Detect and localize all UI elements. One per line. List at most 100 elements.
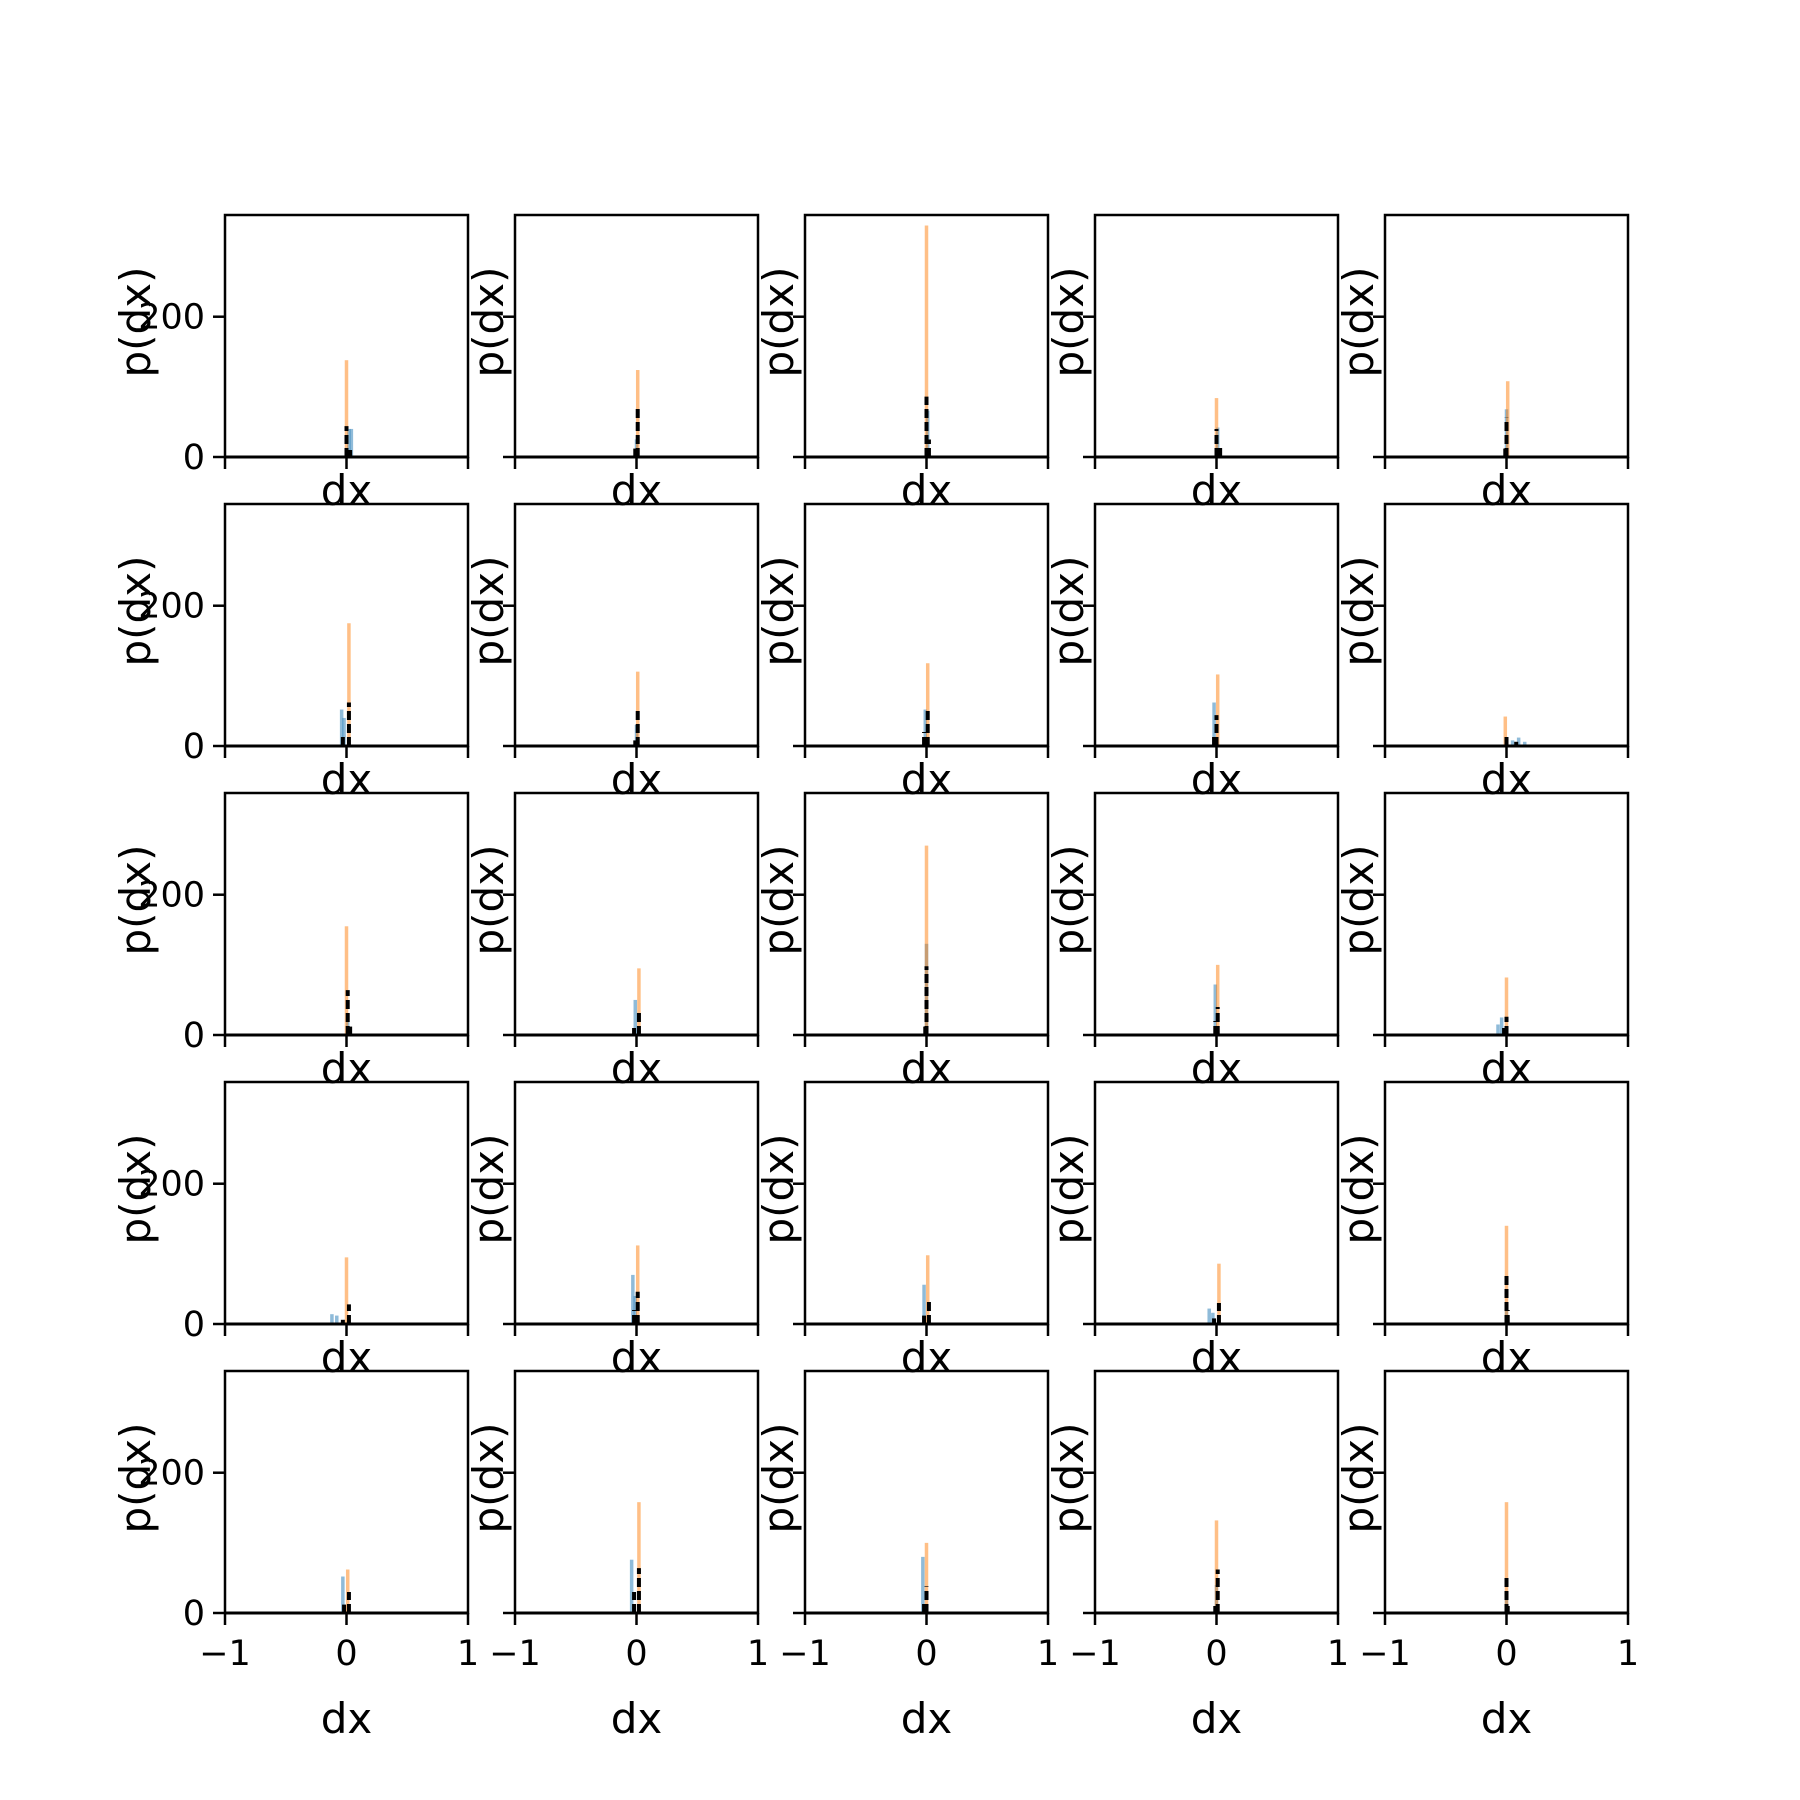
x-axis-label: dx [611, 755, 663, 804]
y-axis-label: p(dx) [1334, 1423, 1383, 1534]
y-axis-label: p(dx) [464, 845, 513, 956]
subplot-2-1: 0 200 dx p(dx) [111, 502, 470, 804]
blue-bar-1 [629, 1559, 634, 1613]
orange-bar-1 [344, 1257, 349, 1324]
blue-bar-2 [1499, 1017, 1504, 1035]
blue-bar-3 [1522, 741, 1527, 746]
subplot-4-2: dx p(dx) [464, 1080, 760, 1382]
x-tick-label: 0 [625, 1634, 647, 1674]
y-axis-label: p(dx) [1044, 1423, 1093, 1534]
x-axis-label: dx [611, 1694, 663, 1743]
orange-bar-1 [1505, 381, 1510, 457]
subplot-5-4: −1 0 1 dx p(dx) [1044, 1369, 1349, 1743]
y-tick-label: 200 [138, 587, 205, 627]
blue-bar-1 [1212, 702, 1216, 746]
x-axis-label: dx [321, 1333, 373, 1382]
subplot-4-3: dx p(dx) [754, 1080, 1050, 1382]
y-axis-label: p(dx) [1334, 267, 1383, 378]
orange-bar-1 [1217, 1263, 1221, 1324]
blue-bar-1 [339, 709, 344, 746]
y-axis-label: p(dx) [464, 1134, 513, 1245]
x-axis-label: dx [901, 1044, 953, 1093]
y-tick-label: 200 [138, 1454, 205, 1494]
x-tick-label: 1 [1327, 1634, 1349, 1674]
subplot-4-4: dx p(dx) [1044, 1080, 1340, 1382]
x-tick-label: −1 [199, 1634, 251, 1674]
subplot-1-2: dx p(dx) [464, 213, 760, 515]
subplot-5-5: −1 0 1 dx p(dx) [1334, 1369, 1639, 1743]
x-axis-label: dx [611, 1333, 663, 1382]
x-axis-label: dx [901, 755, 953, 804]
orange-bar-1 [1214, 1520, 1219, 1613]
y-axis-label: p(dx) [1044, 1134, 1093, 1245]
blue-bar-1 [1510, 740, 1515, 746]
x-axis-label: dx [1191, 1694, 1243, 1743]
x-axis-label: dx [1481, 1044, 1533, 1093]
blue-bar-1 [633, 999, 638, 1035]
y-axis-label: p(dx) [754, 267, 803, 378]
y-axis-label: p(dx) [1334, 1134, 1383, 1245]
orange-bar-1 [637, 1502, 641, 1613]
x-tick-label: 0 [915, 1634, 937, 1674]
x-tick-label: 0 [1495, 1634, 1517, 1674]
x-axis-label: dx [321, 466, 373, 515]
orange-bar-1 [924, 845, 929, 1035]
x-tick-label: −1 [1359, 1634, 1411, 1674]
y-axis-label: p(dx) [1044, 556, 1093, 667]
x-axis-label: dx [321, 755, 373, 804]
y-axis-label: p(dx) [111, 1423, 160, 1534]
y-tick-label: 0 [183, 1016, 205, 1056]
x-tick-label: 0 [335, 1634, 357, 1674]
y-tick-label: 200 [138, 876, 205, 916]
orange-bar-1 [1504, 1502, 1509, 1613]
y-axis-label: p(dx) [464, 267, 513, 378]
x-tick-label: −1 [779, 1634, 831, 1674]
orange-bar-1 [635, 671, 640, 746]
blue-bar-2 [335, 1315, 339, 1324]
x-axis-label: dx [1481, 1333, 1533, 1382]
y-tick-label: 0 [183, 438, 205, 478]
subplot-2-4: dx p(dx) [1044, 502, 1340, 804]
y-axis-label: p(dx) [1334, 556, 1383, 667]
subplot-4-1: 0 200 dx p(dx) [111, 1080, 470, 1382]
subplot-1-3: dx p(dx) [754, 213, 1050, 515]
orange-bar-1 [637, 968, 641, 1035]
blue-bar-1 [1207, 1308, 1211, 1324]
y-axis-label: p(dx) [754, 1134, 803, 1245]
subplot-3-3: dx p(dx) [754, 791, 1050, 1093]
y-tick-label: 0 [183, 1594, 205, 1634]
x-axis-label: dx [321, 1694, 373, 1743]
blue-bar-1 [347, 428, 351, 457]
subplot-3-4: dx p(dx) [1044, 791, 1340, 1093]
subplot-1-1: 0 200 dx p(dx) [111, 213, 470, 515]
orange-bar-1 [635, 1245, 640, 1324]
subplot-1-5: dx p(dx) [1334, 213, 1630, 515]
x-tick-label: 1 [1037, 1634, 1059, 1674]
subplot-5-3: −1 0 1 dx p(dx) [754, 1369, 1059, 1743]
orange-bar-1 [344, 926, 349, 1035]
orange-bar-1 [1504, 1225, 1509, 1324]
x-axis-label: dx [611, 1044, 663, 1093]
blue-bar-1 [1496, 1024, 1500, 1035]
x-axis-label: dx [1481, 466, 1533, 515]
y-axis-label: p(dx) [754, 845, 803, 956]
x-tick-label: 1 [1617, 1634, 1639, 1674]
y-axis-label: p(dx) [1044, 267, 1093, 378]
orange-bar-1 [1504, 977, 1509, 1035]
y-axis-label: p(dx) [1044, 845, 1093, 956]
subplot-3-1: 0 200 dx p(dx) [111, 791, 470, 1093]
x-axis-label: dx [611, 466, 663, 515]
y-axis-label: p(dx) [111, 845, 160, 956]
x-tick-label: −1 [1069, 1634, 1121, 1674]
orange-bar-1 [925, 663, 930, 746]
subplot-2-3: dx p(dx) [754, 502, 1050, 804]
orange-bar-1 [1215, 674, 1220, 746]
subplot-4-5: dx p(dx) [1334, 1080, 1630, 1382]
y-axis-label: p(dx) [111, 556, 160, 667]
x-axis-label: dx [321, 1044, 373, 1093]
orange-bar-1 [1503, 716, 1508, 746]
blue-bar-1 [922, 1284, 926, 1324]
subplot-2-5: dx p(dx) [1334, 502, 1630, 804]
